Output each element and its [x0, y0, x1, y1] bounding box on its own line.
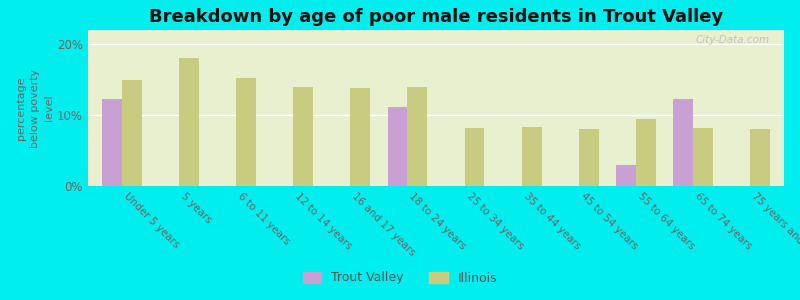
Bar [673, 100, 693, 186]
Y-axis label: percentage
below poverty
level: percentage below poverty level [16, 68, 54, 148]
Bar [236, 78, 256, 186]
Bar [407, 87, 427, 186]
Bar [387, 106, 407, 186]
Bar [522, 127, 542, 186]
Legend: Trout Valley, Illinois: Trout Valley, Illinois [297, 265, 503, 291]
Bar [102, 100, 122, 186]
Bar [294, 87, 314, 186]
Bar [636, 118, 656, 186]
Bar [350, 88, 370, 186]
Bar [465, 128, 485, 186]
Bar [750, 129, 770, 186]
Bar [578, 129, 598, 186]
Bar [122, 80, 142, 186]
Bar [693, 128, 713, 186]
Bar [616, 165, 636, 186]
Text: City-Data.com: City-Data.com [696, 35, 770, 45]
Title: Breakdown by age of poor male residents in Trout Valley: Breakdown by age of poor male residents … [149, 8, 723, 26]
Bar [179, 58, 199, 186]
